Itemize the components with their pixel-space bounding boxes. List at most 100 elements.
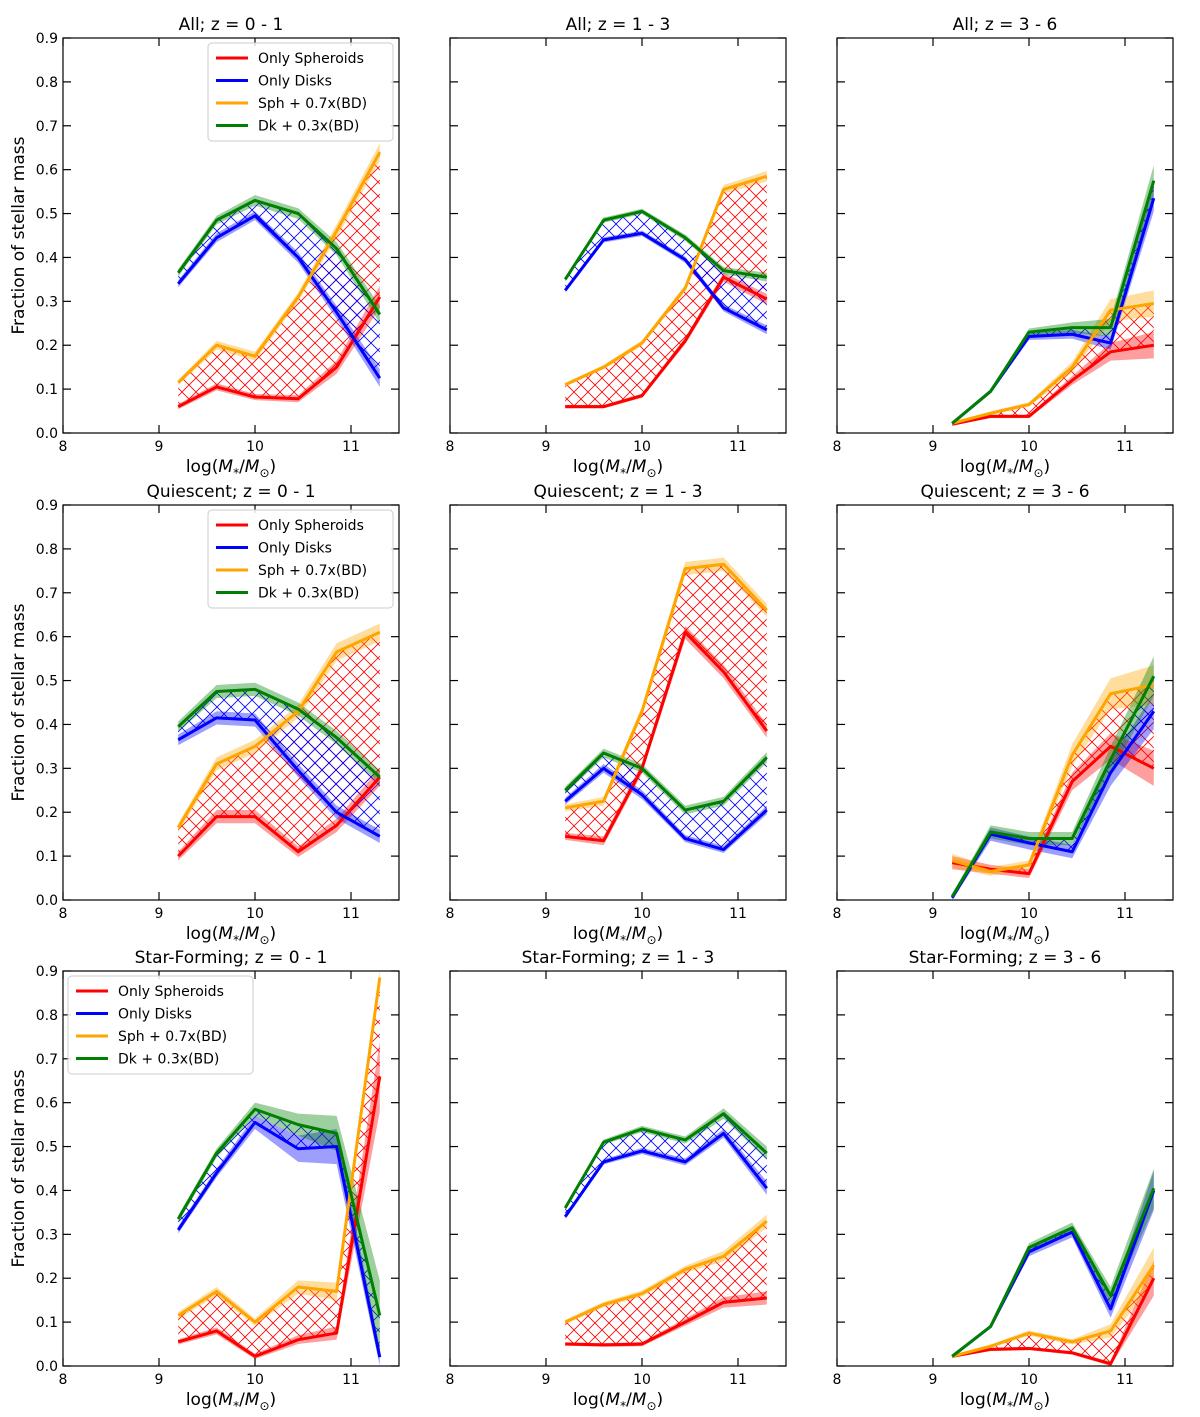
series-line-sphbd (177, 151, 382, 384)
y-tick-label: 0.7 (36, 119, 58, 135)
x-axis-label-part: M (1019, 924, 1034, 944)
y-tick-label: 0.9 (36, 964, 58, 980)
y-tick-label: 0.8 (36, 1008, 58, 1024)
axes-frame (449, 37, 787, 434)
x-tick-label: 10 (633, 1372, 651, 1388)
legend-label-dkbd: Dk + 0.3x(BD) (258, 586, 359, 602)
x-axis-label-part: M (218, 924, 233, 944)
legend-label-dsk: Only Disks (258, 541, 332, 557)
x-axis-label: log(M*/M⊙) (573, 924, 663, 947)
x-tick-label: 8 (59, 906, 68, 922)
x-tick-label: 8 (59, 439, 68, 455)
series-line-dsk (563, 1131, 768, 1218)
plot-area (564, 557, 769, 854)
legend-label-dsk: Only Disks (118, 1007, 192, 1023)
plot-area (563, 1108, 768, 1347)
legend-label-dsk: Only Disks (258, 74, 332, 90)
plot-area (951, 1168, 1156, 1366)
panel-title: All; z = 3 - 6 (953, 15, 1058, 35)
x-axis-label-part: * (1007, 1399, 1013, 1413)
hatch-region-spheroid (565, 1221, 767, 1345)
x-tick-label: 8 (446, 906, 455, 922)
axes-frame (62, 970, 400, 1367)
panel-title: Quiescent; z = 0 - 1 (146, 482, 315, 502)
series-line-sphbd (564, 562, 768, 810)
x-axis-label-part: log( (960, 924, 993, 944)
y-tick-label: 0.6 (36, 1096, 58, 1112)
y-axis-label: Fraction of stellar mass (9, 136, 29, 334)
x-axis-label-part: * (1007, 466, 1013, 480)
series-line-dkbd (563, 209, 768, 281)
axes-frame (836, 504, 1174, 901)
band-dsk (178, 711, 380, 843)
x-tick-label: 9 (542, 1372, 551, 1388)
x-tick-label: 11 (729, 1372, 747, 1388)
legend-label-dkbd: Dk + 0.3x(BD) (118, 1052, 219, 1068)
x-tick-label: 11 (342, 1372, 360, 1388)
x-axis-label-part: / (626, 457, 632, 477)
series-line-dkbd (563, 1112, 768, 1209)
y-tick-label: 0.1 (36, 1315, 58, 1331)
x-axis-label-part: M (605, 1390, 620, 1410)
band-sphbd (952, 1247, 1154, 1358)
series-line-sph (951, 1277, 1156, 1366)
legend-label-sph: Only Spheroids (258, 518, 364, 534)
x-axis-label-part: ) (270, 457, 277, 477)
x-tick-label: 10 (1020, 439, 1038, 455)
band-sph (565, 272, 767, 409)
x-tick-label: 9 (155, 1372, 164, 1388)
y-tick-label: 0.7 (36, 1052, 58, 1068)
x-axis-label-part: / (1013, 924, 1019, 944)
x-tick-label: 10 (246, 439, 264, 455)
hatch-region-spheroid (178, 977, 380, 1357)
panel-7: 8 9 10 11 0.0 0.1 0.2 0.3 0.4 0.5 0.6 0.7 0.8 0.9 Star… (9, 948, 400, 1413)
x-axis-label-part: M (632, 457, 647, 477)
series-line-dkbd (564, 751, 768, 812)
legend: Only Spheroids Only Disks Sph + 0.7x(BD) Dk… (207, 509, 394, 609)
legend-box (207, 509, 394, 609)
x-axis-label-part: ⊙ (646, 1399, 656, 1413)
y-tick-label: 0.2 (36, 338, 58, 354)
series-line-sph (177, 1076, 382, 1358)
x-axis-label-part: / (626, 1390, 632, 1410)
x-axis-label-part: ⊙ (1033, 466, 1043, 480)
x-axis-label-part: M (218, 1390, 233, 1410)
panel-title: All; z = 0 - 1 (179, 15, 284, 35)
plot-area (176, 143, 382, 410)
x-axis-label-part: ⊙ (259, 933, 269, 947)
y-tick-label: 0.9 (36, 31, 58, 47)
x-tick-label: 8 (833, 439, 842, 455)
x-axis-label-part: log( (573, 924, 606, 944)
hatch-region-spheroid (565, 564, 767, 841)
series-line-sphbd (951, 1264, 1156, 1358)
x-axis-label-part: log( (573, 457, 606, 477)
legend-box (207, 42, 394, 142)
legend: Only Spheroids Only Disks Sph + 0.7x(BD) Dk… (207, 42, 394, 142)
x-tick-label: 11 (1116, 439, 1134, 455)
series-line-dkbd (951, 1187, 1156, 1358)
x-axis-label: log(M*/M⊙) (573, 457, 663, 480)
series-line-dsk (177, 214, 382, 379)
series-line-sph (565, 1296, 767, 1347)
x-axis-label: log(M*/M⊙) (186, 457, 276, 480)
y-axis-label: Fraction of stellar mass (9, 603, 29, 801)
x-axis-label-part: ) (1044, 924, 1051, 944)
y-tick-label: 0.0 (36, 893, 58, 909)
x-axis-label-part: ) (270, 924, 277, 944)
x-axis-label-part: ) (1044, 1390, 1051, 1410)
band-sphbd (952, 290, 1154, 425)
band-sphbd (952, 665, 1154, 876)
x-tick-label: 9 (542, 906, 551, 922)
x-axis-label-part: * (620, 933, 626, 947)
x-tick-label: 8 (833, 906, 842, 922)
x-axis-label-part: M (245, 1390, 260, 1410)
axes-frame (449, 504, 787, 901)
y-tick-label: 0.4 (36, 1183, 58, 1199)
x-axis-label-part: / (1013, 1390, 1019, 1410)
y-tick-label: 0.7 (36, 586, 58, 602)
series-line-sph (565, 630, 769, 843)
hatch-region-disk (565, 752, 767, 850)
